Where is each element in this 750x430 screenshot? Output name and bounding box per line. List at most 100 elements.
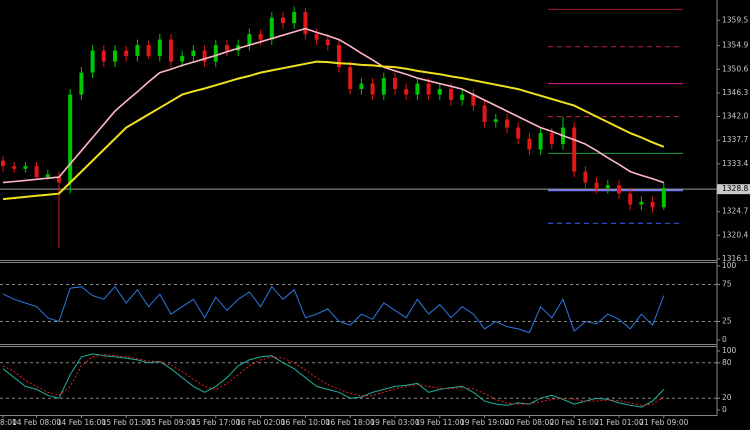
candle-body [393,78,397,90]
indicator-line [2,353,665,406]
x-tick-label: 15 Feb 17:00 [191,418,240,427]
y-tick-label: 1320.4 [722,230,748,239]
indicator-line [2,285,665,334]
x-tick-label: 19 Feb 19:00 [460,418,509,427]
candle-body [157,39,162,57]
candle-body [57,177,61,183]
candle-body [292,12,297,24]
candle-body [34,166,39,178]
candle-body [45,174,50,178]
candle-body [527,138,532,150]
candle-body [572,127,577,172]
candle-body [124,50,129,57]
candle-body [415,83,420,95]
candle-body [639,201,644,205]
x-tick-label: 20 Feb 08:00 [505,418,554,427]
candle-body [247,34,252,46]
candle-body [437,89,442,95]
x-tick-label: 16 Feb 02:00 [236,418,285,427]
x-tick-label: 20 Feb 16:00 [550,418,599,427]
y-tick-label: 1342.0 [722,112,748,121]
y-tick-label: 1346.3 [722,88,748,97]
last-price-label: 1328.8 [722,184,748,193]
candle-body [169,39,173,62]
candle-body [90,50,95,73]
candle-body [605,185,610,189]
candle-body [337,45,341,68]
candle-body [370,83,375,95]
candle-body [1,160,5,167]
y-tick-label: 1350.6 [722,64,748,73]
x-tick-label: 19 Feb 03:00 [370,418,419,427]
candle-body [146,45,151,57]
y-tick-label: 0 [722,335,727,344]
candle-body [180,56,185,62]
candle-body [549,133,554,145]
candle-body [538,133,543,150]
y-tick-label: 1354.9 [722,41,748,50]
candle-body [79,72,84,95]
candle-body [191,50,196,57]
candle-body [516,127,521,139]
x-tick-label: 21 Feb 09:00 [639,418,688,427]
candle-body [101,50,106,62]
indicator-line [2,353,665,408]
y-tick-label: 80 [722,358,732,367]
candle-body [493,119,498,123]
y-tick-label: 0 [722,405,727,414]
y-tick-label: 100 [722,346,737,355]
candle-body [661,188,666,208]
candle-body [628,193,633,205]
candle-body [348,67,353,90]
y-tick-label: 1337.7 [722,135,748,144]
y-tick-label: 1333.4 [722,159,748,168]
candle-body [303,12,308,35]
x-tick-label: 15 Feb 01:00 [102,418,151,427]
x-tick-label: 16 Feb 18:00 [326,418,375,427]
candle-body [583,171,588,183]
candle-body [281,17,285,24]
y-tick-label: 1324.7 [722,207,748,216]
candle-body [460,94,465,101]
frame [0,0,718,416]
candle-body [135,45,140,57]
candle-body [381,78,386,95]
candle-body [225,45,229,51]
x-tick-label: 16 Feb 10:00 [281,418,330,427]
x-tick-label: 21 Feb 01:00 [594,418,643,427]
y-tick-label: 1359.5 [722,15,748,24]
candle-body [269,17,274,40]
x-tick-label: 14 Feb 16:00 [57,418,106,427]
last-price-box [717,184,750,195]
x-tick-label: 8:00 [0,418,17,427]
candle-body [594,182,599,189]
candle-body [617,185,621,194]
indicator-line [2,60,665,201]
candle-body [314,34,319,40]
candle-body [505,119,509,128]
candle-body [12,166,17,169]
x-tick-label: 19 Feb 11:00 [415,418,464,427]
y-tick-label: 25 [722,317,732,326]
candle-body [325,39,330,46]
candle-body [650,201,655,208]
y-tick-label: 1316.1 [722,254,748,263]
y-tick-label: 20 [722,393,732,402]
candle-body [202,50,207,62]
candle-body [213,45,218,62]
x-tick-label: 15 Feb 09:00 [146,418,195,427]
candle-body [258,34,263,40]
candle-body [113,50,117,62]
candle-body [449,89,453,101]
candle-body [404,89,409,95]
y-tick-label: 100 [722,261,737,270]
x-tick-label: 14 Feb 08:00 [12,418,61,427]
y-tick-label: 75 [722,280,732,289]
candle-body [426,83,431,95]
indicator-line [2,27,665,184]
candle-body [471,94,476,106]
candle-body [482,105,487,123]
candle-body [23,166,28,169]
candle-body [359,83,364,90]
